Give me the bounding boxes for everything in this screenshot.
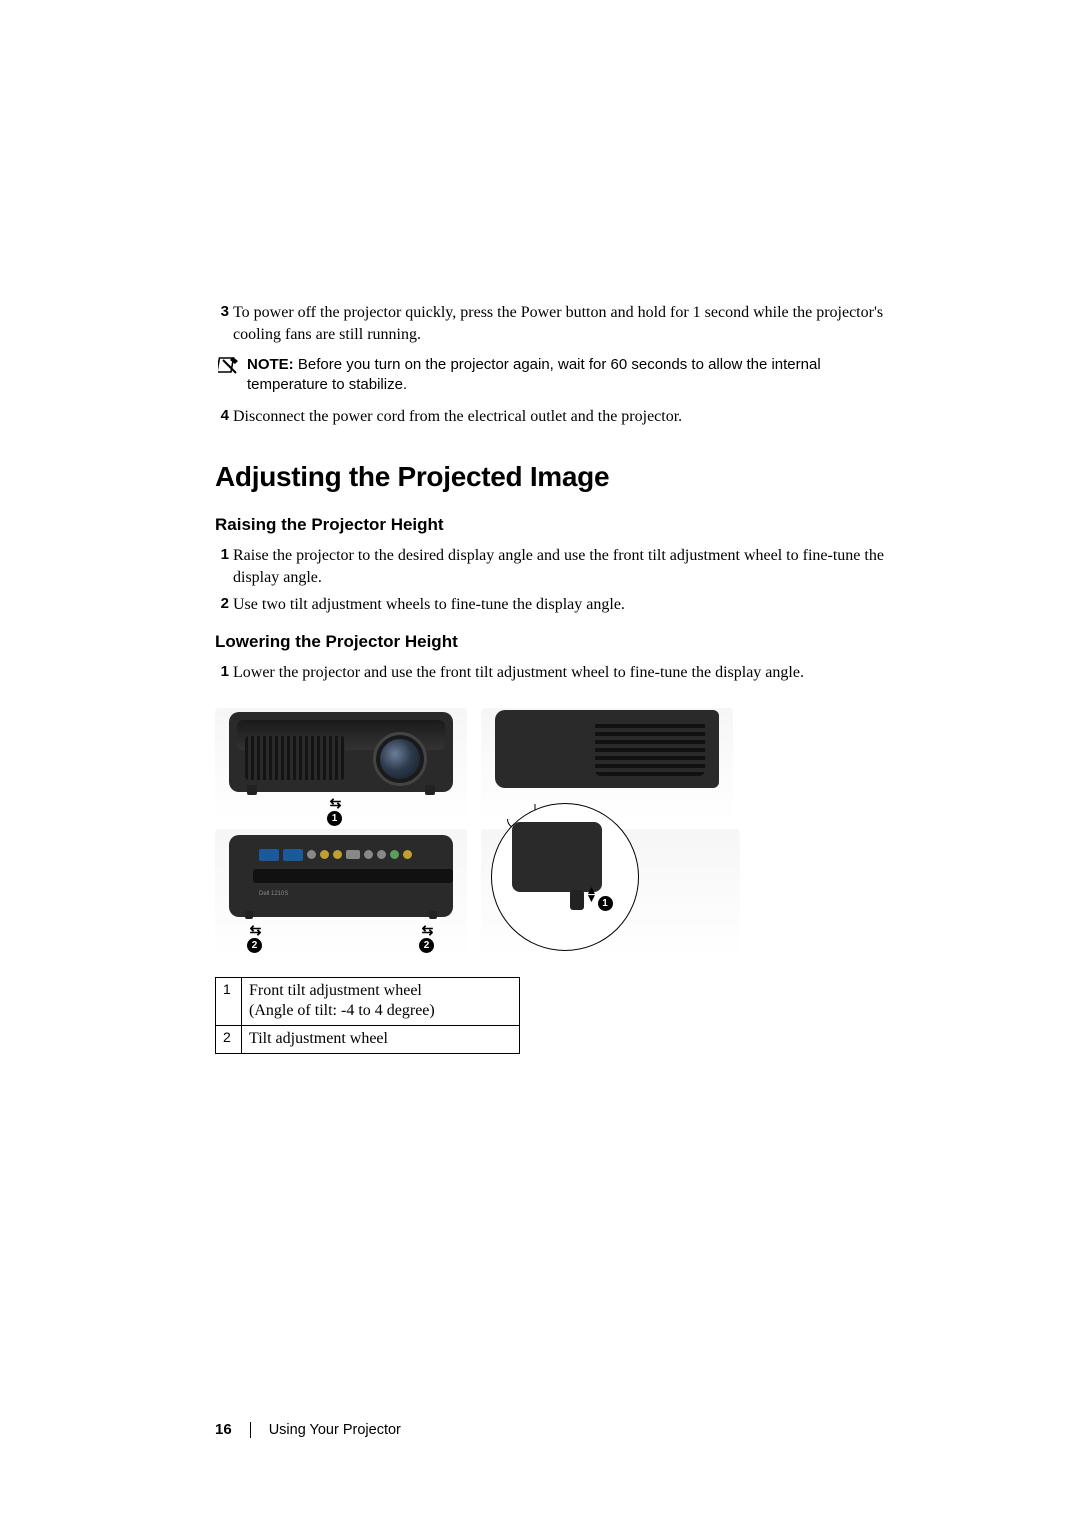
step-text: Lower the projector and use the front ti…	[233, 662, 804, 684]
step-text: Use two tilt adjustment wheels to fine-t…	[233, 594, 625, 616]
instruction-step: 2 Use two tilt adjustment wheels to fine…	[215, 594, 895, 616]
projector-figure: ⇆ 1	[215, 708, 740, 959]
subsection-heading: Lowering the Projector Height	[215, 632, 895, 652]
step-number: 3	[215, 302, 229, 345]
table-cell-number: 2	[216, 1026, 242, 1054]
step-number: 1	[215, 545, 229, 588]
note-text: NOTE: Before you turn on the projector a…	[247, 355, 895, 396]
page-number: 16	[215, 1421, 232, 1438]
footer-separator	[250, 1422, 251, 1438]
step-number: 1	[215, 662, 229, 684]
callout-number: 2	[419, 938, 434, 953]
table-row: 1 Front tilt adjustment wheel(Angle of t…	[216, 977, 520, 1026]
instruction-step: 1 Lower the projector and use the front …	[215, 662, 895, 684]
arrows-up-down-icon: ▲▼	[586, 886, 598, 903]
section-heading: Adjusting the Projected Image	[215, 461, 895, 493]
figure-panel-side	[481, 708, 733, 823]
callout: ⇆ 2	[247, 923, 262, 953]
callout-number: 1	[327, 811, 342, 826]
arrows-left-right-icon: ⇆	[330, 796, 340, 810]
step-text: To power off the projector quickly, pres…	[233, 302, 895, 345]
note-block: NOTE: Before you turn on the projector a…	[215, 355, 895, 396]
callout-reference-table: 1 Front tilt adjustment wheel(Angle of t…	[215, 977, 520, 1054]
table-cell-desc: Tilt adjustment wheel	[242, 1026, 520, 1054]
note-body: Before you turn on the projector again, …	[247, 356, 821, 393]
instruction-step: 4 Disconnect the power cord from the ele…	[215, 406, 895, 428]
figure-panel-magnify: ▲▼ 1	[481, 829, 740, 959]
note-label: NOTE:	[247, 356, 294, 373]
arrows-left-right-icon: ⇆	[250, 923, 260, 937]
table-row: 2 Tilt adjustment wheel	[216, 1026, 520, 1054]
callout: ⇆ 2	[419, 923, 434, 953]
arrows-left-right-icon: ⇆	[422, 923, 432, 937]
callout: ⇆ 1	[327, 796, 342, 826]
callout-number: 2	[247, 938, 262, 953]
page-footer: 16 Using Your Projector	[215, 1421, 401, 1438]
step-text: Raise the projector to the desired displ…	[233, 545, 895, 588]
step-number: 4	[215, 406, 229, 428]
table-cell-desc: Front tilt adjustment wheel(Angle of til…	[242, 977, 520, 1026]
step-text: Disconnect the power cord from the elect…	[233, 406, 682, 428]
subsection-heading: Raising the Projector Height	[215, 515, 895, 535]
table-cell-number: 1	[216, 977, 242, 1026]
note-icon	[215, 355, 243, 375]
instruction-step: 3 To power off the projector quickly, pr…	[215, 302, 895, 345]
step-number: 2	[215, 594, 229, 616]
figure-panel-front: ⇆ 1	[215, 708, 467, 823]
figure-panel-back: Dell 1210S ⇆ 2 ⇆ 2	[215, 829, 467, 959]
chapter-title: Using Your Projector	[269, 1422, 401, 1438]
callout-number: 1	[598, 896, 613, 911]
instruction-step: 1 Raise the projector to the desired dis…	[215, 545, 895, 588]
